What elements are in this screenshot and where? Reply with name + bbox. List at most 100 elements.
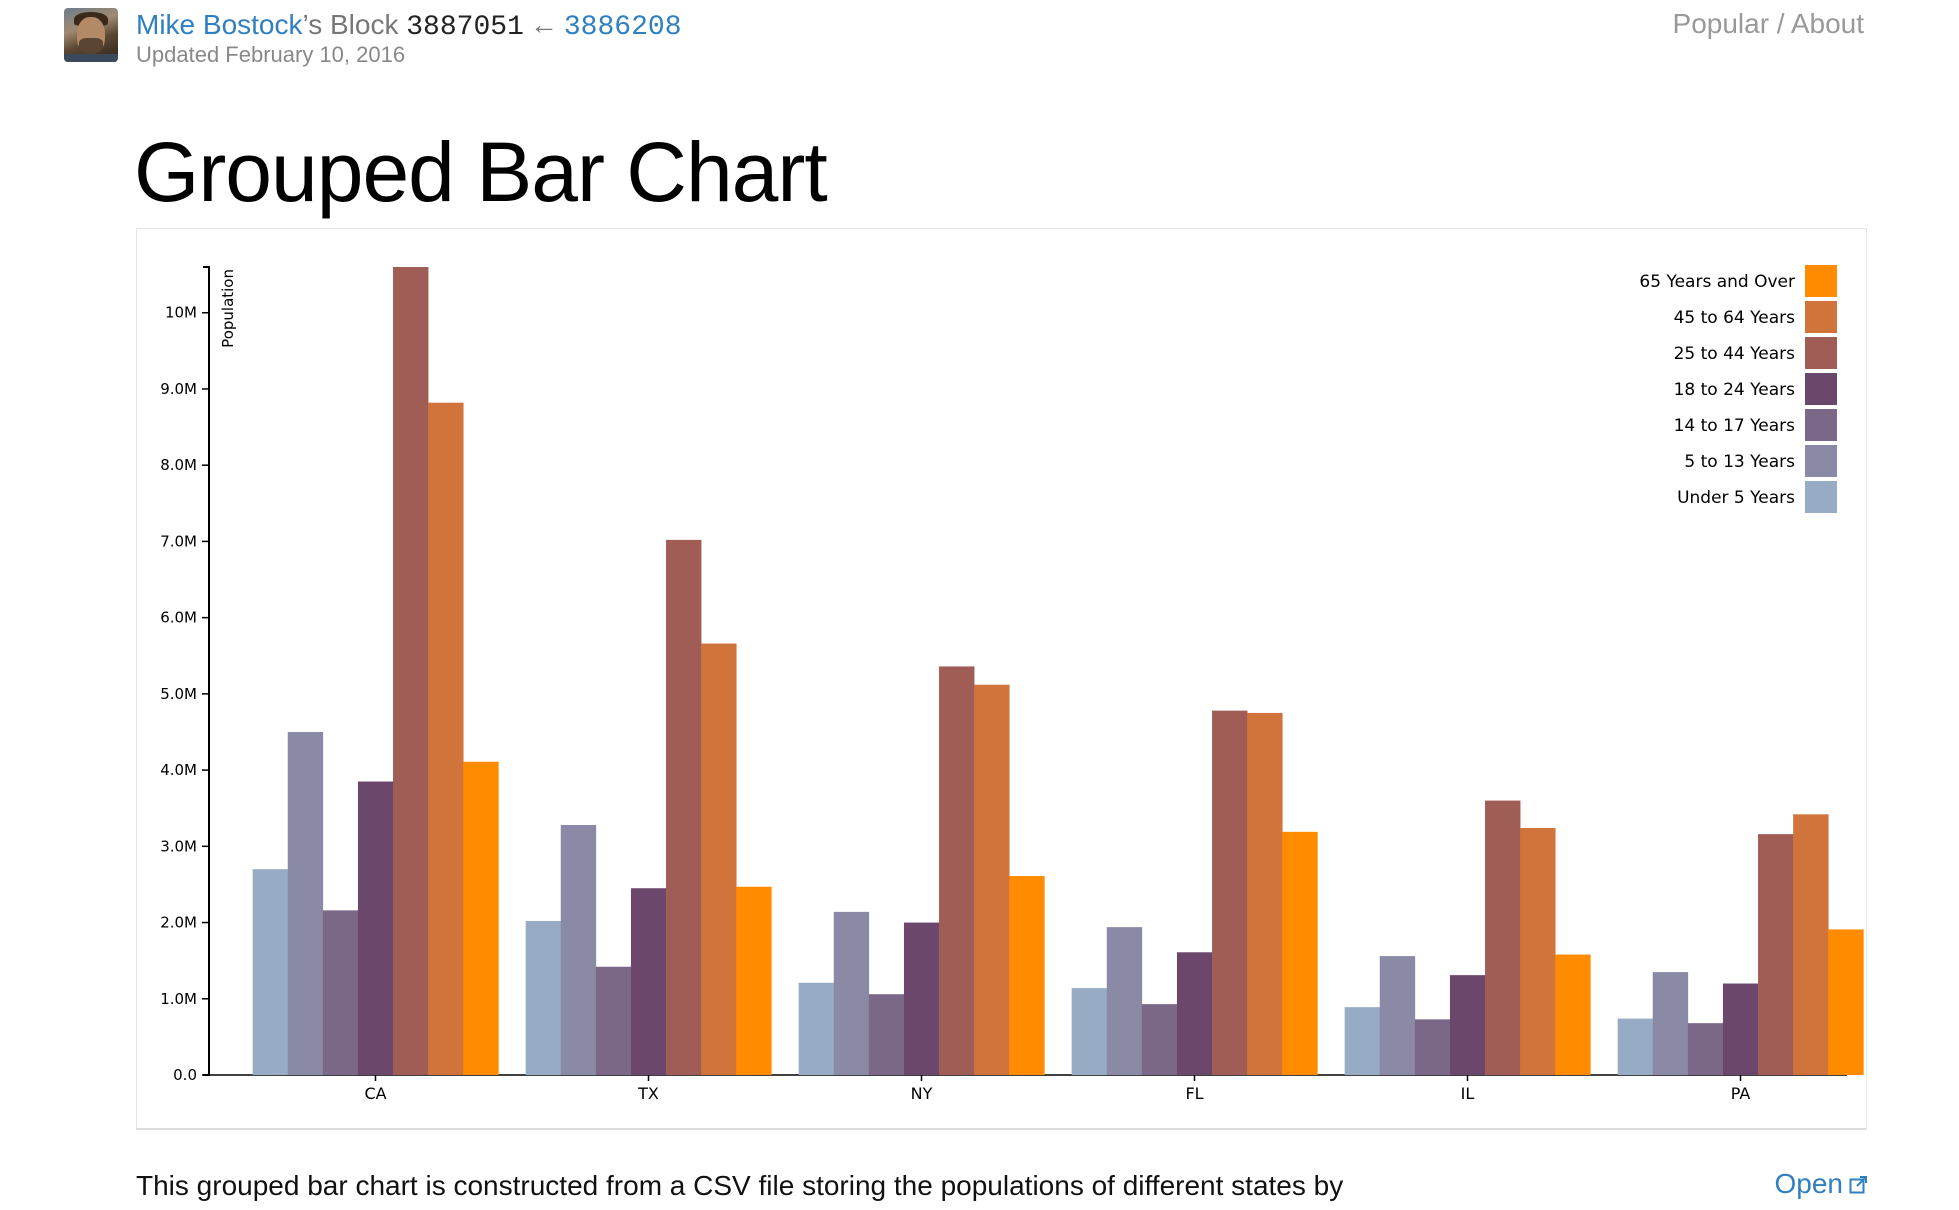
y-tick-label-7: 7.0M [160, 532, 197, 550]
y-axis-line [203, 266, 210, 1076]
y-tick-label-0: 0.0 [173, 1066, 197, 1084]
bar-il-5 [1520, 828, 1556, 1075]
bar-ca-3 [357, 781, 394, 1075]
legend-label-2: 25 to 44 Years [1674, 344, 1796, 364]
chart-frame: 0.0 1.0M 2.0M 3.0M 4.0M 5.0M 6.0M 7.0M 8.0M 9.0M 1… [136, 228, 1867, 1130]
y-tick-label-6: 6.0M [160, 609, 197, 627]
bar-group-il [1344, 800, 1591, 1075]
legend-label-4: 14 to 17 Years [1674, 416, 1796, 436]
author-link[interactable]: Mike Bostock [136, 9, 303, 40]
y-tick-label-5: 5.0M [160, 685, 197, 703]
description-text: This grouped bar chart is constructed fr… [136, 1170, 1344, 1201]
bar-ca-6 [463, 761, 499, 1075]
bar-pa-2 [1687, 1023, 1724, 1075]
parent-block-link[interactable]: 3886208 [563, 12, 682, 43]
bar-tx-3 [630, 888, 667, 1075]
legend-label-5: 5 to 13 Years [1684, 452, 1795, 472]
avatar-icon[interactable] [64, 8, 118, 62]
bar-pa-1 [1652, 972, 1689, 1075]
bar-il-3 [1449, 975, 1486, 1075]
legend-swatch-5 [1805, 445, 1837, 477]
grouped-bar-chart: 0.0 1.0M 2.0M 3.0M 4.0M 5.0M 6.0M 7.0M 8.0M 9.0M 1… [160, 265, 1864, 1103]
bar-pa-5 [1793, 814, 1829, 1075]
block-id: 3887051 [406, 12, 524, 43]
bar-pa-4 [1758, 834, 1794, 1075]
bar-ca-4 [393, 267, 429, 1075]
legend-swatch-1 [1805, 301, 1837, 333]
y-tick-label-10: 10M [165, 304, 197, 322]
block-title: Mike Bostock’s Block 3887051 ← 3886208 [136, 7, 682, 46]
bar-ca-1 [287, 731, 324, 1075]
bar-tx-2 [595, 966, 632, 1075]
page-title: Grouped Bar Chart [134, 125, 828, 219]
y-tick-label-4: 4.0M [160, 761, 197, 779]
bar-tx-5 [701, 643, 737, 1075]
bar-group-pa [1617, 814, 1864, 1075]
bar-ny-3 [903, 922, 940, 1075]
bar-fl-0 [1071, 988, 1108, 1075]
bar-group-fl [1071, 710, 1318, 1075]
bar-ca-2 [322, 910, 359, 1075]
block-label: ’s Block [302, 9, 399, 40]
legend-label-1: 45 to 64 Years [1674, 308, 1796, 328]
x-tick-label-fl: FL [1185, 1084, 1203, 1103]
bar-tx-6 [736, 886, 772, 1075]
bar-group-tx [525, 539, 772, 1075]
bar-ny-0 [798, 982, 835, 1075]
y-tick-label-9: 9.0M [160, 380, 197, 398]
bar-fl-2 [1141, 1004, 1178, 1075]
bar-ny-5 [974, 684, 1010, 1075]
legend-label-6: Under 5 Years [1677, 488, 1795, 508]
bar-fl-4 [1212, 710, 1248, 1075]
bar-ny-6 [1009, 876, 1045, 1075]
y-tick-label-8: 8.0M [160, 456, 197, 474]
block-header: Mike Bostock’s Block 3887051 ← 3886208 Upd… [0, 0, 1959, 80]
bar-fl-6 [1282, 831, 1318, 1075]
open-link[interactable]: Open [1774, 1168, 1867, 1200]
x-tick-label-pa: PA [1731, 1084, 1751, 1103]
bar-fl-3 [1176, 952, 1213, 1075]
bar-fl-1 [1106, 927, 1143, 1075]
nav-separator: / [1769, 8, 1791, 39]
bar-tx-0 [525, 921, 562, 1075]
y-axis-label: Population [219, 269, 237, 348]
bar-ca-5 [428, 402, 464, 1076]
nav-about-link[interactable]: About [1790, 8, 1864, 39]
x-tick-label-ca: CA [364, 1084, 386, 1103]
legend-swatch-3 [1805, 373, 1837, 405]
y-tick-label-2: 2.0M [160, 914, 197, 932]
top-nav: Popular / About [1673, 8, 1864, 40]
bar-pa-3 [1722, 983, 1759, 1075]
bar-ny-4 [939, 666, 975, 1075]
updated-date: Updated February 10, 2016 [136, 42, 406, 67]
bar-pa-6 [1828, 929, 1864, 1075]
bar-ca-0 [252, 869, 289, 1075]
bar-group-ny [798, 666, 1045, 1075]
bar-il-1 [1379, 956, 1416, 1075]
bar-ny-2 [868, 994, 905, 1075]
y-tick-label-3: 3.0M [160, 837, 197, 855]
y-tick-label-1: 1.0M [160, 990, 197, 1008]
bar-il-0 [1344, 1007, 1381, 1075]
open-label[interactable]: Open [1774, 1168, 1844, 1199]
nav-popular-link[interactable]: Popular [1672, 8, 1770, 39]
bar-ny-1 [833, 911, 870, 1075]
x-tick-label-tx: TX [637, 1084, 659, 1103]
bar-il-4 [1485, 800, 1521, 1075]
bar-group-ca [252, 267, 499, 1076]
x-tick-label-il: IL [1461, 1084, 1475, 1103]
external-link-icon[interactable] [1849, 1176, 1867, 1194]
legend-swatch-6 [1805, 481, 1837, 513]
legend-label-0: 65 Years and Over [1639, 272, 1795, 292]
bar-pa-0 [1617, 1018, 1654, 1075]
bar-il-2 [1414, 1019, 1451, 1075]
fork-arrow-icon: ← [529, 9, 558, 40]
bar-fl-5 [1247, 712, 1283, 1075]
legend-swatch-0 [1805, 265, 1837, 297]
legend-swatch-2 [1805, 337, 1837, 369]
bar-tx-1 [560, 824, 597, 1075]
x-tick-label-ny: NY [911, 1084, 933, 1103]
legend-label-3: 18 to 24 Years [1674, 380, 1796, 400]
bar-tx-4 [666, 539, 702, 1075]
legend-swatch-4 [1805, 409, 1837, 441]
